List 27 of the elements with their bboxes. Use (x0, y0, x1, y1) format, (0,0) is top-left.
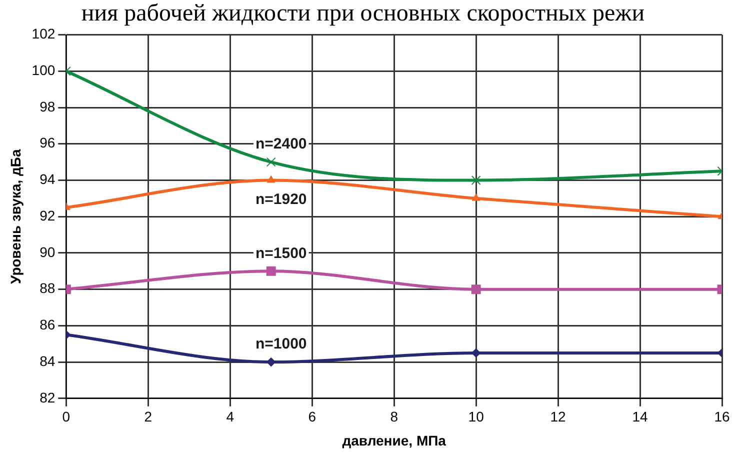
y-tick-label: 94 (40, 171, 56, 188)
series-label: n=1920 (255, 190, 307, 208)
chart-title: ния рабочей жидкости при основных скоростных режи (81, 0, 645, 27)
y-axis-title: Уровень звука, дБа (7, 149, 24, 284)
y-tick-label: 86 (40, 316, 56, 333)
x-tick-label: 6 (308, 408, 316, 425)
y-tick-label: 90 (40, 244, 56, 260)
y-tick-label: 88 (40, 280, 56, 296)
x-tick-label: 8 (390, 408, 398, 425)
series-label: n=1000 (255, 336, 307, 353)
series-label: n=2400 (255, 136, 307, 153)
x-axis-title: давление, МПа (342, 432, 446, 448)
y-tick-label: 84 (40, 352, 56, 369)
x-tick-label: 0 (62, 408, 70, 425)
y-tick-label: 82 (40, 389, 56, 406)
y-tick-label: 96 (40, 134, 56, 151)
x-tick-label: 2 (144, 408, 152, 425)
x-tick-label: 4 (226, 408, 234, 425)
x-tick-label: 12 (550, 408, 566, 425)
y-tick-label: 98 (40, 98, 56, 114)
series-label: n=1500 (255, 244, 307, 262)
x-tick-label: 10 (468, 408, 484, 425)
y-tick-label: 100 (32, 62, 56, 78)
y-tick-label: 92 (40, 207, 56, 224)
x-tick-label: 14 (632, 408, 648, 425)
x-tick-label: 16 (714, 408, 730, 425)
y-tick-label: 102 (32, 26, 56, 42)
